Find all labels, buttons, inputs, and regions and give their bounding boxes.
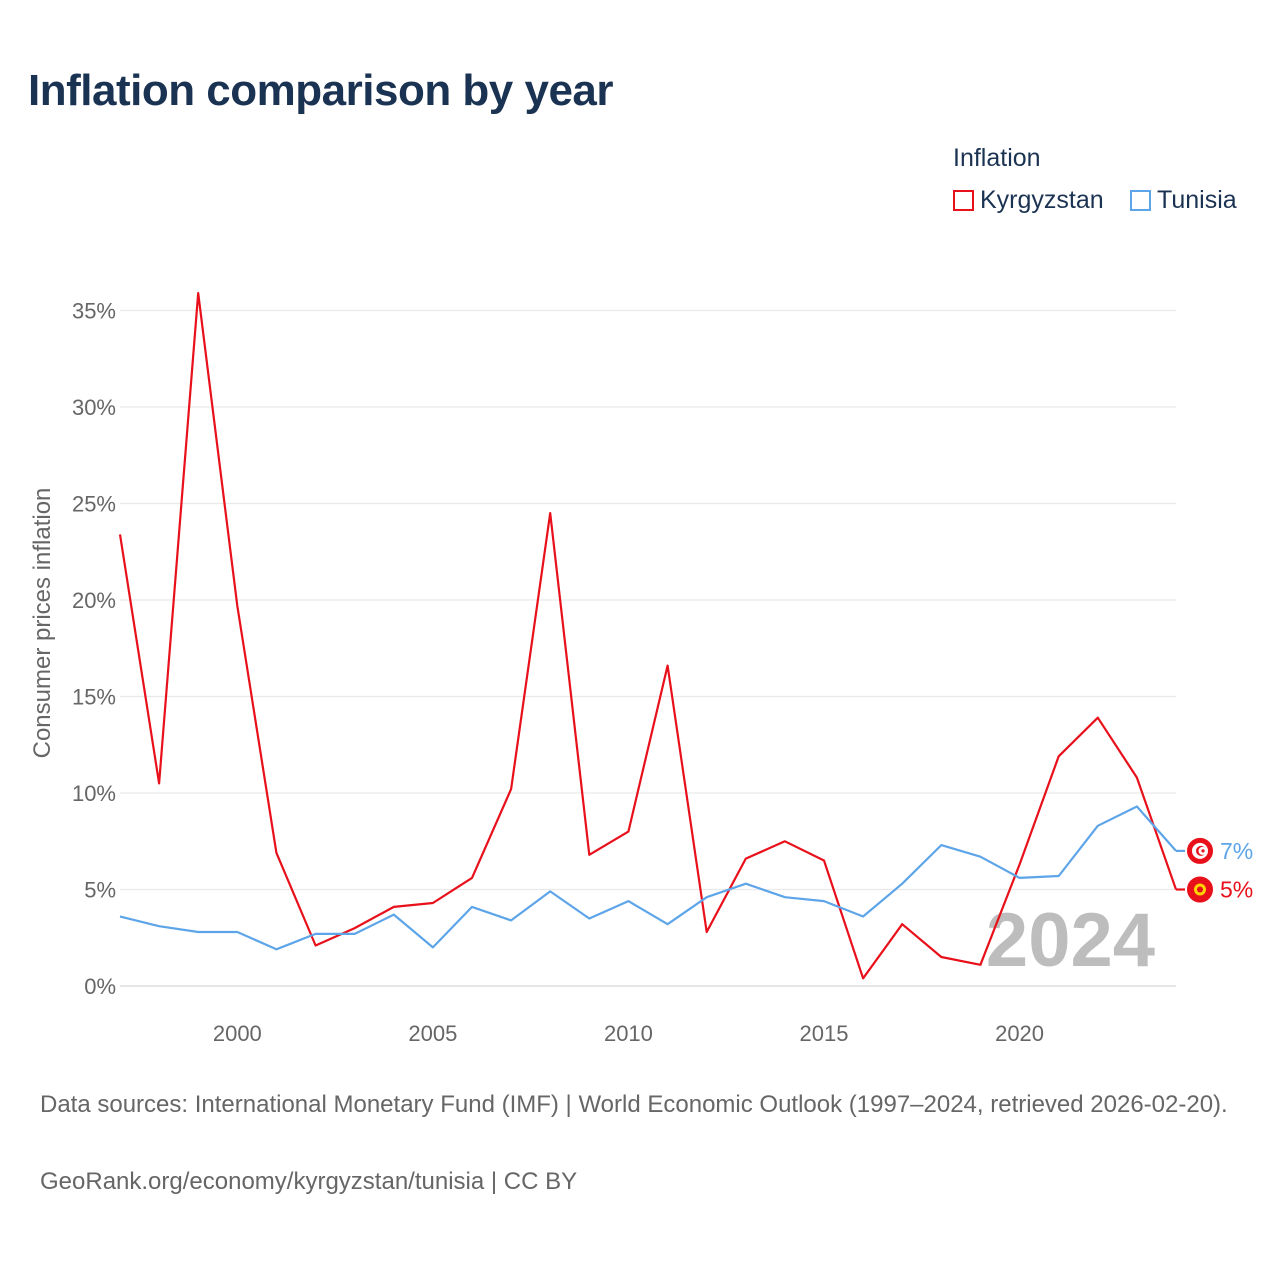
y-axis-label: Consumer prices inflation xyxy=(29,488,56,759)
y-tick-label: 35% xyxy=(72,299,116,324)
x-tick-label: 2020 xyxy=(995,1021,1044,1046)
end-value-label-kyrgyzstan: 5% xyxy=(1220,877,1253,903)
y-tick-label: 30% xyxy=(72,395,116,420)
x-tick-label: 2005 xyxy=(408,1021,457,1046)
series-line-kyrgyzstan[interactable] xyxy=(118,292,1178,980)
legend-item-tunisia[interactable]: Tunisia xyxy=(1130,186,1237,215)
legend-swatch-kyrgyzstan xyxy=(953,190,974,211)
y-tick-label: 0% xyxy=(84,974,116,999)
series-line-tunisia[interactable] xyxy=(119,805,1177,951)
legend-title: Inflation xyxy=(953,144,1041,172)
legend-label-kyrgyzstan: Kyrgyzstan xyxy=(980,186,1104,214)
end-value-label-tunisia: 7% xyxy=(1220,838,1253,864)
x-tick-label: 2000 xyxy=(213,1021,262,1046)
y-tick-label: 10% xyxy=(72,781,116,806)
legend-label-tunisia: Tunisia xyxy=(1157,186,1237,214)
y-tick-label: 25% xyxy=(72,492,116,517)
chart-title: Inflation comparison by year xyxy=(28,66,614,115)
year-watermark: 2024 xyxy=(986,898,1155,983)
y-tick-label: 20% xyxy=(72,588,116,613)
x-tick-label: 2015 xyxy=(800,1021,849,1046)
flag-icon-kyrgyzstan xyxy=(1185,874,1215,905)
y-tick-label: 5% xyxy=(84,878,116,903)
y-tick-label: 15% xyxy=(72,685,116,710)
legend-swatch-tunisia xyxy=(1130,190,1151,211)
legend-item-kyrgyzstan[interactable]: Kyrgyzstan xyxy=(953,186,1104,215)
footer-sources: Data sources: International Monetary Fun… xyxy=(40,1091,1228,1118)
flag-icon-tunisia xyxy=(1185,835,1215,866)
footer-credit[interactable]: GeoRank.org/economy/kyrgyzstan/tunisia |… xyxy=(40,1168,578,1195)
x-tick-label: 2010 xyxy=(604,1021,653,1046)
